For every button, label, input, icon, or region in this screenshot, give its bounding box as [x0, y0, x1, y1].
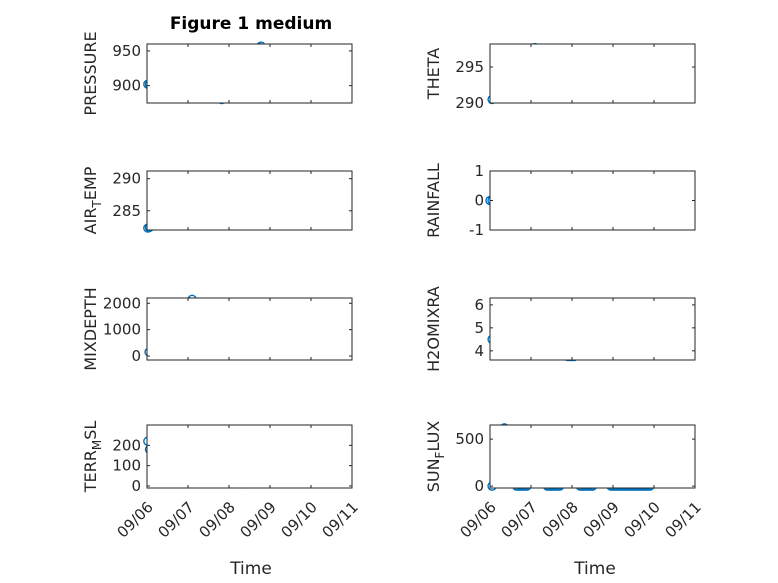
panel-3-y-axis-label: AIRTEMP	[81, 166, 104, 234]
panel-4-y-tick-label: 1	[474, 162, 484, 180]
panel-8-x-tick-label: 09/08	[539, 498, 582, 541]
panel-4-frame	[489, 170, 696, 231]
panel-5-y-tick-label: 0	[131, 347, 141, 365]
panel-6-y-tick-label: 6	[474, 296, 484, 314]
panel-1-y-axis-label: PRESSURE	[81, 31, 100, 115]
panel-3-y-axis-label-rest: EMP	[81, 166, 100, 200]
panel-6: 4 5 6 H2OMIXRA	[424, 286, 696, 372]
panel-8-x-tick-label: 09/09	[580, 498, 623, 541]
panel-5-frame	[146, 297, 353, 361]
panel-2-y-axis-label-main: THETA	[424, 48, 443, 100]
panel-7-y-axis-label-rest: SL	[81, 421, 100, 440]
panel-6-y-tick-label: 4	[474, 342, 484, 360]
panel-7-x-tick-label: 09/06	[114, 498, 157, 541]
panel-2-y-axis-label: THETA	[424, 48, 443, 100]
panel-2-y-tick-label: 295	[455, 58, 484, 76]
panel-5-y-axis-label: MIXDEPTH	[81, 287, 100, 370]
panel-4-y-axis-label: RAINFALL	[424, 163, 443, 238]
panel-4-y-axis-label-main: RAINFALL	[424, 163, 443, 238]
panel-7-y-axis-label: TERRMSL	[81, 421, 104, 494]
panel-7-x-tick-label: 09/10	[278, 498, 321, 541]
panel-5-y-tick-label: 1000	[103, 321, 141, 339]
panel-2: 290 295 THETA	[424, 42, 696, 112]
panel-8-x-tick-label: 09/11	[662, 498, 705, 541]
panel-7-y-tick-label: 200	[112, 436, 141, 454]
panel-3-y-tick-label: 285	[112, 202, 141, 220]
x-axis-label-right: Time	[573, 559, 616, 579]
panel-1-frame	[146, 43, 353, 104]
panel-7-y-tick-label: 100	[112, 457, 141, 475]
panel-8-x-tick-label: 09/07	[498, 498, 541, 541]
panel-7-y-axis-label-sub: M	[90, 440, 104, 450]
panel-1-y-tick-label: 900	[112, 77, 141, 95]
panel-6-frame	[489, 297, 696, 361]
panel-8-y-tick-label: 500	[455, 430, 484, 448]
panel-8-x-tick-label: 09/10	[621, 498, 664, 541]
panel-8-y-axis-label-sub: F	[433, 451, 447, 458]
panel-2-frame	[489, 43, 696, 104]
panel-7-y-axis-label-main: TERR	[81, 450, 100, 493]
panel-5-y-tick-label: 2000	[103, 294, 141, 312]
panel-7-x-tick-label: 09/07	[155, 498, 198, 541]
panel-1-y-axis-label-main: PRESSURE	[81, 31, 100, 115]
panel-7-y-tick-label: 0	[131, 477, 141, 495]
panel-2-y-tick-label: 290	[455, 94, 484, 112]
panel-3: 285 290 AIRTEMP	[81, 166, 353, 234]
panel-4: -1 0 1 RAINFALL	[424, 162, 696, 239]
panel-8-y-tick-label: 0	[474, 477, 484, 495]
panel-4-y-tick-label: -1	[469, 221, 484, 239]
panel-6-y-axis-label: H2OMIXRA	[424, 286, 443, 372]
panel-6-y-axis-label-main: H2OMIXRA	[424, 286, 443, 372]
panel-8-y-axis-label-main: SUN	[424, 458, 443, 492]
panel-3-frame	[146, 170, 353, 231]
panel-3-y-tick-label: 290	[112, 170, 141, 188]
x-axis-label-left: Time	[229, 559, 272, 579]
panel-7-frame	[146, 424, 353, 489]
panel-1: 900 950 PRESSURE	[81, 31, 353, 116]
panel-6-y-tick-label: 5	[474, 319, 484, 337]
panel-8-y-axis-label-rest: LUX	[424, 421, 443, 452]
panel-7-x-tick-label: 09/11	[319, 498, 362, 541]
panel-8-y-axis-label: SUNFLUX	[424, 421, 447, 493]
axes-layer: 900 950 PRESSURE 290 295 THETA 285 290 AIRTEMP -1…	[81, 31, 705, 541]
panel-3-y-axis-label-main: AIR	[81, 208, 100, 235]
panel-7-x-tick-label: 09/09	[237, 498, 280, 541]
panel-7-x-tick-label: 09/08	[196, 498, 239, 541]
panel-8-x-tick-label: 09/06	[457, 498, 500, 541]
panel-1-y-tick-label: 950	[112, 42, 141, 60]
panel-4-y-tick-label: 0	[474, 192, 484, 210]
panel-8-frame	[489, 424, 696, 489]
figure-title: Figure 1 medium	[170, 14, 332, 34]
panel-3-y-axis-label-sub: T	[90, 200, 104, 209]
panel-5-y-axis-label-main: MIXDEPTH	[81, 287, 100, 370]
